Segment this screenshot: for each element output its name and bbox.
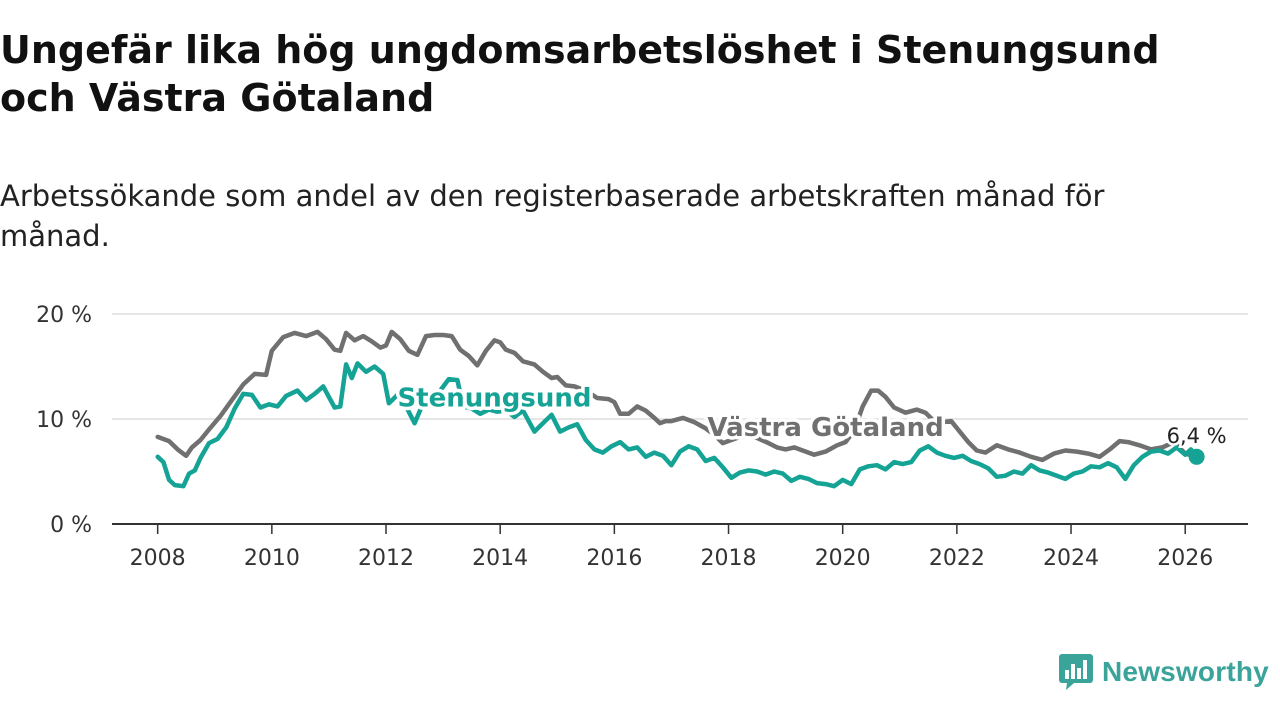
x-tick-label: 2024 bbox=[1043, 546, 1099, 571]
series-lines bbox=[155, 329, 1199, 489]
series-line-stenungsund bbox=[155, 361, 1199, 489]
x-tick-label: 2022 bbox=[929, 546, 985, 571]
chart-subtitle: Arbetssökande som andel av den registerb… bbox=[0, 179, 1105, 253]
last-value-label: 6,4 % bbox=[1167, 424, 1227, 448]
series-label-halo-vastra-gotaland: Västra Götaland bbox=[707, 413, 943, 443]
newsworthy-logo[interactable]: Newsworthy bbox=[1058, 652, 1269, 692]
x-tick-label: 2016 bbox=[586, 546, 642, 571]
x-tick-label: 2018 bbox=[701, 546, 757, 571]
brand-name: Newsworthy bbox=[1102, 656, 1269, 687]
series-label-halo-stenungsund: Stenungsund bbox=[397, 383, 591, 413]
y-tick-label: 20 % bbox=[36, 303, 92, 328]
x-tick-label: 2026 bbox=[1157, 546, 1213, 571]
y-tick-label: 0 % bbox=[50, 513, 92, 538]
series-line-vastra-gotaland bbox=[155, 329, 1199, 463]
x-tick-label: 2020 bbox=[815, 546, 871, 571]
series-label-stenungsund: Stenungsund bbox=[397, 383, 591, 413]
x-tick-label: 2012 bbox=[358, 546, 414, 571]
page-title: Ungefär lika hög ungdomsarbetslöshet i S… bbox=[0, 28, 1160, 120]
last-value-marker bbox=[1188, 448, 1205, 465]
x-tick-label: 2014 bbox=[472, 546, 528, 571]
newsworthy-logo-icon bbox=[1059, 654, 1093, 690]
x-tick-label: 2008 bbox=[130, 546, 186, 571]
x-tick-label: 2010 bbox=[244, 546, 300, 571]
last-value-label-halo: 6,4 % bbox=[1167, 424, 1227, 448]
y-tick-label: 10 % bbox=[36, 408, 92, 433]
grid-lines: 0 % 10 % 20 % bbox=[36, 303, 1248, 538]
series-label-vastra-gotaland: Västra Götaland bbox=[707, 413, 943, 443]
x-axis: 2008 2010 2012 2014 2016 2018 2020 2022 2024 2026 bbox=[112, 523, 1248, 571]
